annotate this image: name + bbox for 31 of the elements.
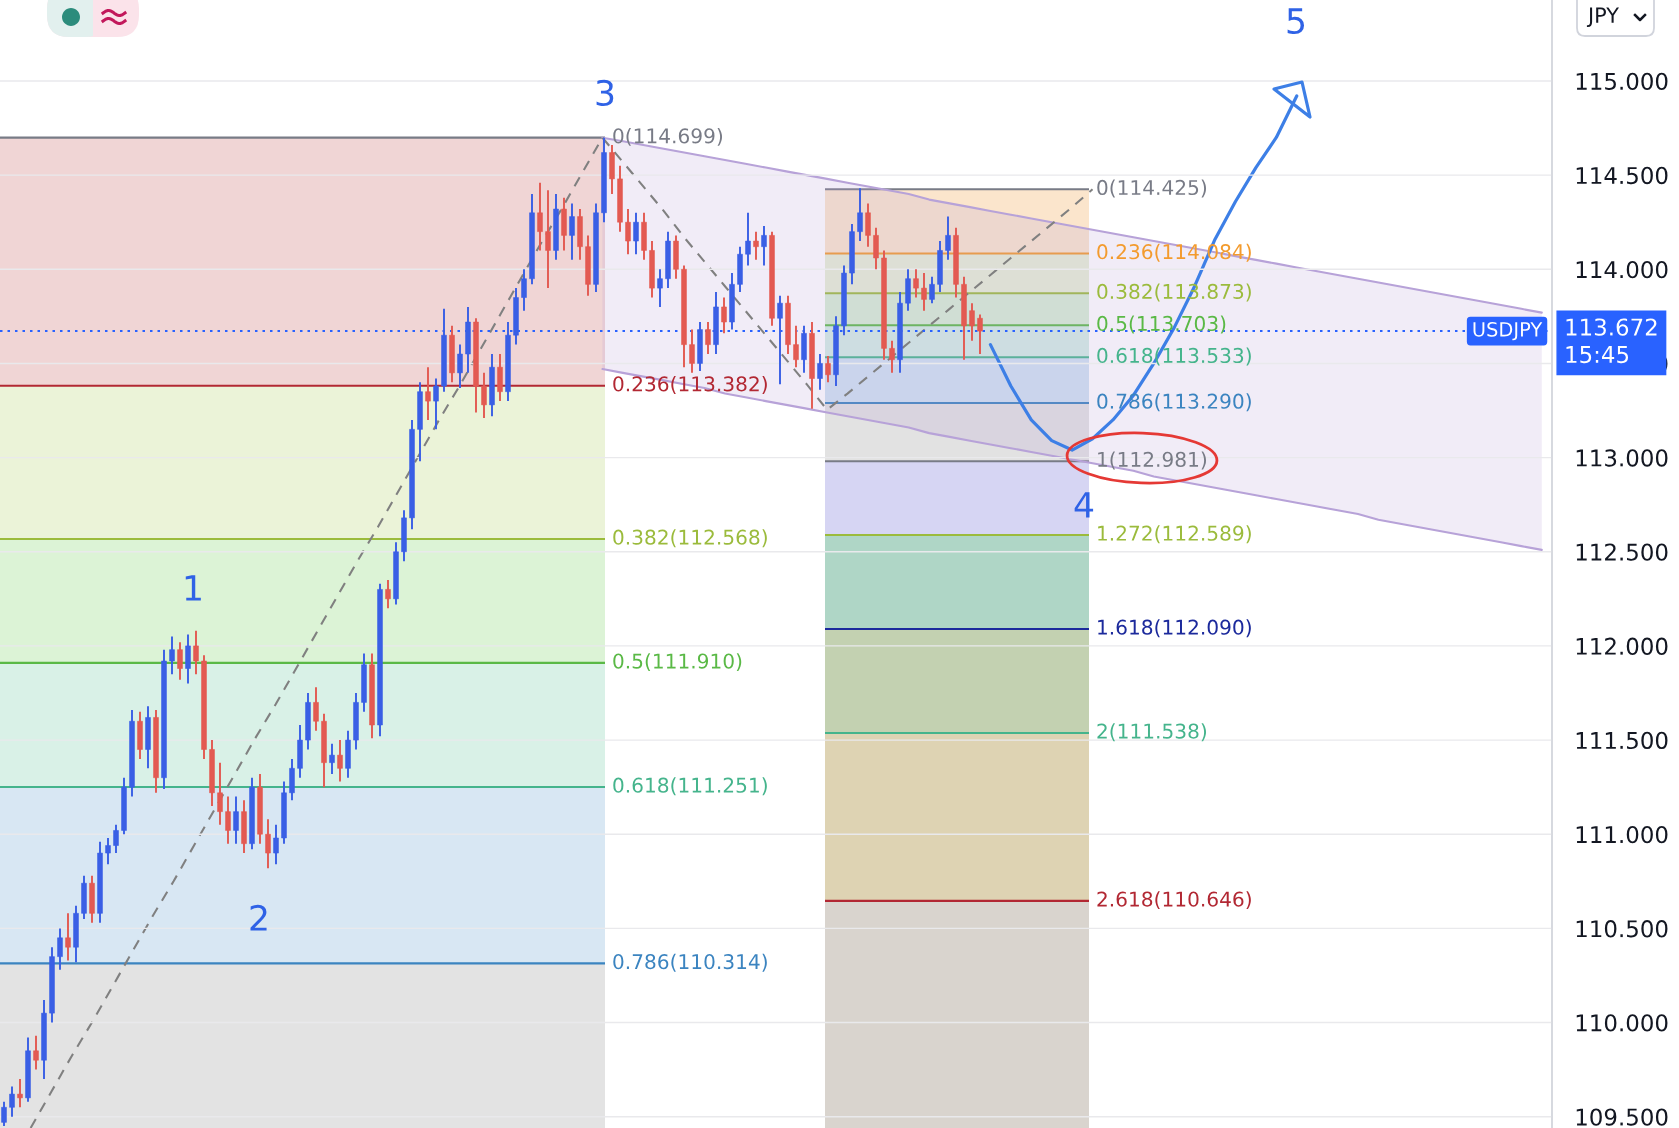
y-tick-label: 111.500	[1576, 731, 1668, 750]
y-tick-label: 115.000	[1576, 72, 1668, 91]
y-tick-label: 114.500	[1576, 166, 1668, 185]
ref-line-label: 0(114.425)	[1097, 179, 1207, 198]
y-tick-label: 114.000	[1576, 260, 1668, 279]
annotation: JPY	[1586, 7, 1620, 27]
ref-line-label: 0.618(111.251)	[613, 777, 767, 796]
y-tick-label: 111.000	[1576, 825, 1668, 844]
ref-line-label: 0.236(113.382)	[613, 375, 767, 394]
ref-line-label: 2(111.538)	[1097, 723, 1207, 742]
annotation: 5	[1287, 8, 1305, 35]
y-tick-label: 112.000	[1576, 637, 1668, 655]
ref-line-label: 1(112.981)	[1098, 451, 1207, 470]
ref-line-label: 1.618(112.090)	[1098, 619, 1251, 638]
annotation: 4	[1074, 492, 1094, 518]
ref-line-label: 2.618(110.646)	[1097, 891, 1251, 910]
y-tick-label: 110.000	[1576, 1014, 1668, 1032]
y-tick-label: 110.500	[1576, 920, 1668, 938]
annotation: 113.672 15:45	[1566, 318, 1657, 364]
annotation: 1	[185, 575, 201, 601]
annotation: 3	[596, 79, 614, 107]
ref-line-label: 0.382(112.568)	[613, 529, 767, 548]
ref-line-label: 0.786(110.314)	[613, 953, 767, 972]
y-tick-label: 109.500	[1576, 1108, 1668, 1126]
ref-line-label: 0.5(111.910)	[613, 653, 742, 672]
ref-line-label: 0(114.699)	[613, 127, 723, 146]
ref-line-label: USDJPY	[1473, 321, 1543, 341]
ref-line-label: 1.272(112.589)	[1098, 525, 1251, 544]
y-tick-label: 112.500	[1576, 543, 1668, 561]
annotation: 2	[250, 904, 267, 931]
y-tick-label: 113.000	[1576, 449, 1668, 467]
